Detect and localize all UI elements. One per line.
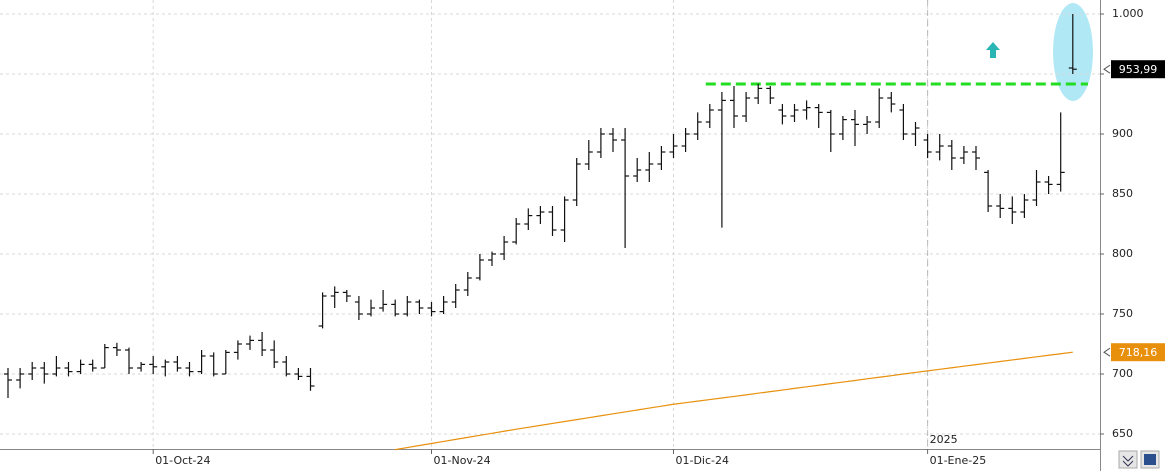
year-label: 2025 xyxy=(930,433,958,446)
y-tick-label: 900 xyxy=(1112,127,1133,140)
y-tick-label: 750 xyxy=(1112,307,1133,320)
x-tick-label: 01-Ene-25 xyxy=(930,454,987,467)
up-arrow xyxy=(986,42,1000,58)
x-tick-label: 01-Dic-24 xyxy=(676,454,730,467)
value-pointer xyxy=(1103,64,1111,74)
x-tick-label: 01-Nov-24 xyxy=(434,454,491,467)
save-icon xyxy=(1144,454,1156,465)
value-tag-label: 953,99 xyxy=(1119,63,1158,76)
value-tag xyxy=(1111,60,1165,79)
x-tick-label: 01-Oct-24 xyxy=(155,454,210,467)
y-tick-label: 800 xyxy=(1112,247,1133,260)
zoom-icon xyxy=(1122,455,1134,467)
y-tick-label: 700 xyxy=(1112,367,1133,380)
y-tick-label: 650 xyxy=(1112,427,1133,440)
y-tick-label: 850 xyxy=(1112,187,1133,200)
value-tag-label: 718,16 xyxy=(1119,346,1158,359)
zoom-button[interactable] xyxy=(1118,450,1138,469)
value-pointer xyxy=(1103,347,1111,357)
value-tag xyxy=(1111,343,1165,362)
moving-average-line xyxy=(395,351,1073,451)
y-tick-label: 1.000 xyxy=(1112,7,1144,20)
